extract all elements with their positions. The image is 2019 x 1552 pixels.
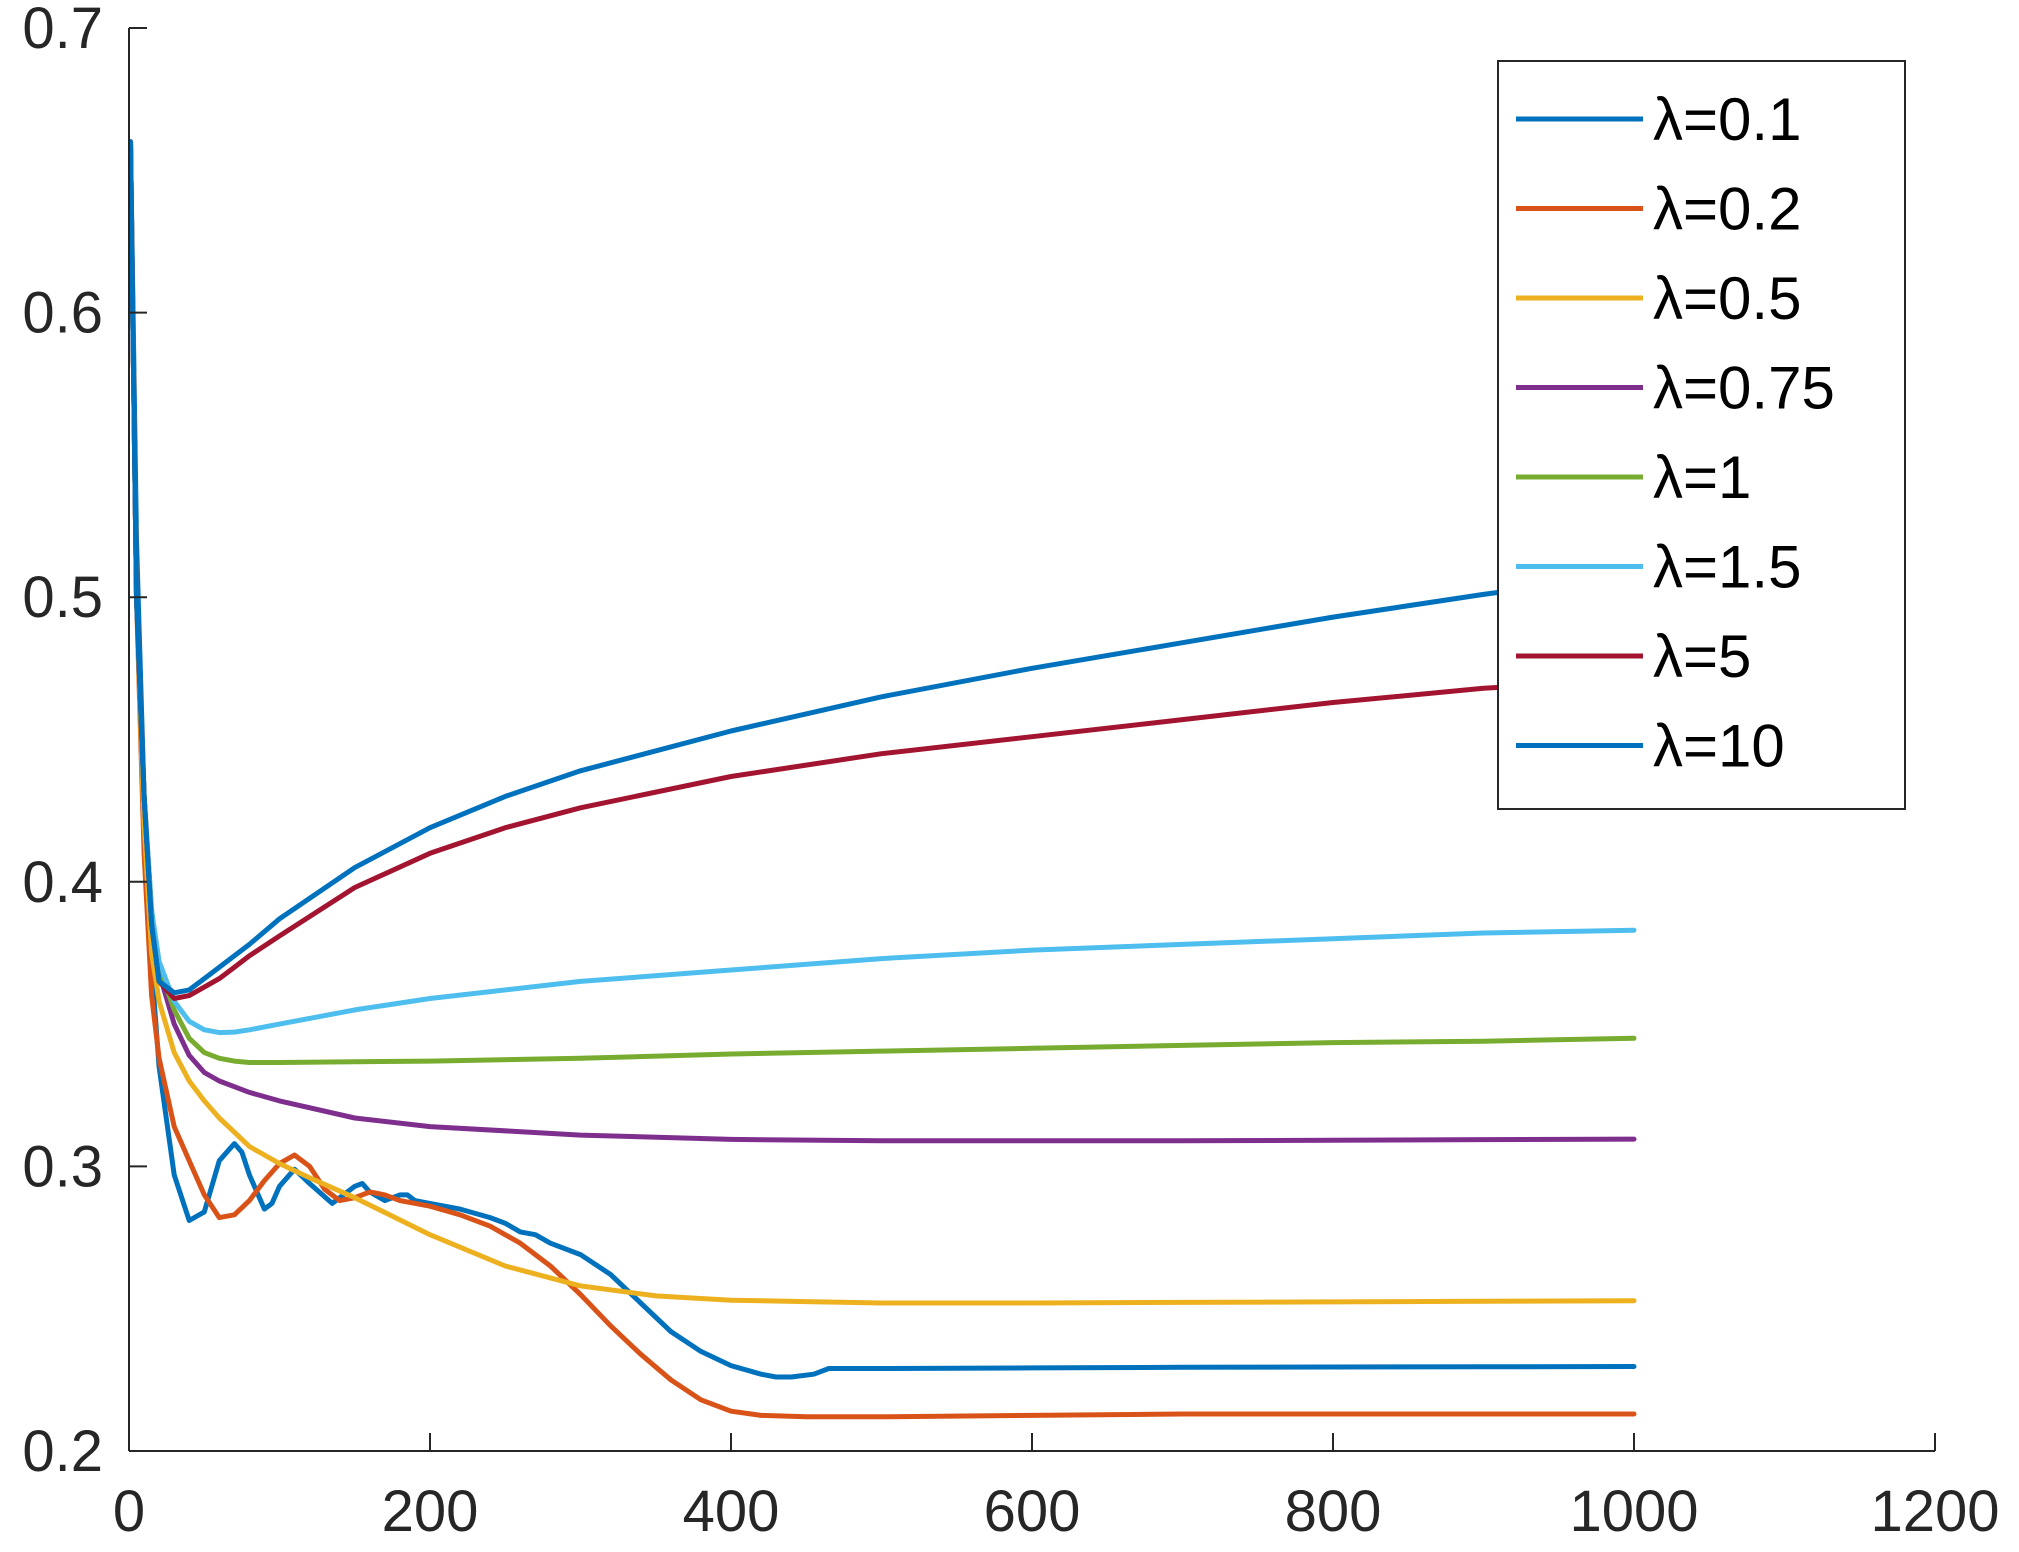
plot-series-area: [128, 139, 1637, 1420]
series-line-5: [128, 139, 1637, 1065]
legend-entry-label: λ=0.5: [1653, 265, 1801, 332]
axes: [128, 27, 1936, 1452]
y-tick-label: 0.4: [22, 850, 103, 915]
x-tick-label: 1000: [1569, 1479, 1698, 1544]
series-line-2: [128, 139, 1637, 1420]
series-line-4: [128, 139, 1637, 1144]
x-tick-label: 800: [1285, 1479, 1382, 1544]
legend-entry-label: λ=0.75: [1653, 355, 1835, 422]
x-tick-label: 400: [683, 1479, 780, 1544]
y-tick-label: 0.5: [22, 565, 103, 630]
legend: λ=0.1 λ=0.2 λ=0.5 λ=0.75 λ=1 λ=1.5 λ=5 λ=10: [1497, 60, 1906, 810]
tick-labels: 0 200 400 600 800 1000 1200 0.2 0.3 0.4 0.5 0.6 0.7: [22, 0, 1999, 1544]
legend-entry-label: λ=1.5: [1653, 534, 1801, 601]
series-line-3: [128, 139, 1637, 1306]
y-tick-label: 0.7: [22, 0, 103, 61]
series-line-7: [128, 139, 1637, 1001]
y-tick-label: 0.3: [22, 1134, 103, 1199]
x-tick-label: 0: [113, 1479, 145, 1544]
legend-entry-label: λ=0.1: [1653, 86, 1801, 153]
series-line-1: [128, 139, 1637, 1380]
legend-box: [1497, 60, 1906, 810]
x-tick-label: 1200: [1870, 1479, 1999, 1544]
legend-entry-label: λ=10: [1653, 713, 1785, 780]
y-tick-label: 0.2: [22, 1419, 103, 1484]
series-line-6: [128, 139, 1637, 1036]
y-tick-label: 0.6: [22, 281, 103, 346]
legend-entry-label: λ=0.2: [1653, 176, 1801, 243]
legend-entry-label: λ=1: [1653, 444, 1751, 511]
series-line-8: [128, 139, 1637, 996]
x-tick-label: 600: [984, 1479, 1081, 1544]
legend-entry-label: λ=5: [1653, 623, 1751, 690]
x-tick-label: 200: [382, 1479, 479, 1544]
